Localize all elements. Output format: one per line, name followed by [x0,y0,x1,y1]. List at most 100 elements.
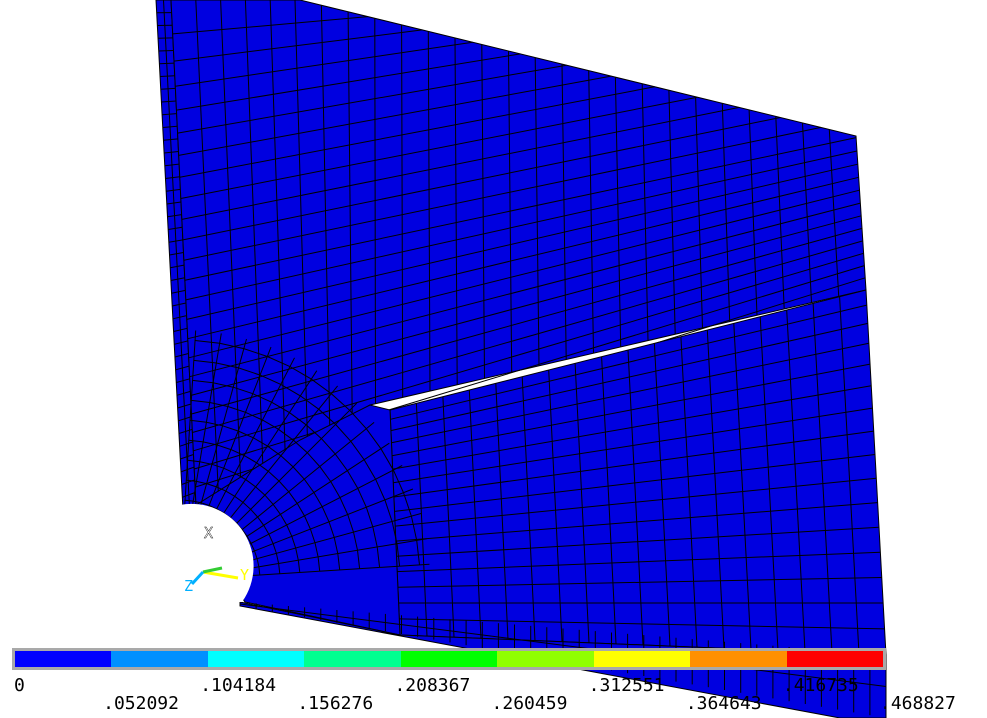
legend-tick-label-top: 0 [14,675,25,696]
left-thickness-line-v [164,163,180,167]
lower-plate-line-v [397,551,881,573]
upper-plate-line-row [194,265,865,470]
fillet-line-ring [187,459,301,573]
triad-y-axis-green [202,566,223,574]
lower-plate-line-v [390,304,867,420]
upper-plate-line-col [195,0,219,493]
upper-plate-line-col [775,116,785,310]
fillet-line-ring [189,419,341,571]
left-thickness-line-v [179,441,194,447]
upper-plate-line-row [189,202,861,378]
left-thickness-line-v [163,138,178,141]
upper-plate-line-row [172,16,368,35]
lower-plate-line-u [521,376,536,641]
lower-plate-line-u [733,323,752,650]
left-thickness-line-v [173,327,188,332]
upper-plate-line-col [614,77,622,347]
upper-plate-line-row [173,29,423,62]
upper-plate-line-row [190,215,862,396]
left-thickness-line-v [171,289,186,294]
lower-plate-line-v [395,502,878,542]
lower-plate-line-u [601,356,617,644]
legend-tick-label-top: .312551 [588,675,665,696]
upper-plate-line-col [802,122,812,303]
upper-plate-line-col [347,11,353,416]
legend-tick-label-top: .104184 [200,675,277,696]
left-thickness-line-v [180,454,194,460]
upper-plate-line-col [401,24,404,398]
upper-plate-line-col [828,129,840,297]
legend-tick-label-bottom: .364643 [685,693,762,714]
lower-plate-line-u [653,343,671,647]
left-thickness-line-v [178,416,192,422]
legend-color-swatch [786,651,883,667]
lower-plate-line-u [442,396,455,638]
upper-plate-line-row [187,176,859,340]
left-thickness-line-v [165,176,180,179]
left-thickness-line-v [168,239,183,243]
left-thickness-line-v [158,50,174,52]
lower-plate-line-u [415,403,428,637]
fillet-line-ring [193,359,401,567]
legend-color-swatch [15,651,112,667]
fillet-line-spoke [229,442,390,548]
upper-plate-line-col [668,90,676,335]
left-thickness-line-v [166,201,182,205]
upper-plate-line-row [182,117,781,241]
legend-color-swatch [111,651,208,667]
contour-legend-bar [12,648,886,670]
fillet-line-ring [192,379,381,568]
upper-plate-line-row [179,86,655,178]
lower-plate-line-v [393,407,873,484]
left-thickness-line-v [176,378,190,383]
left-thickness-line-v [162,125,178,128]
fillet-line-spoke [189,333,222,521]
legend-tick-label-top: .208367 [394,675,471,696]
lower-plate-line-u [548,369,563,642]
lower-plate-line-u [812,303,833,653]
upper-plate-line-col [508,50,513,373]
mesh-group [155,0,887,718]
lower-plate-line-v [395,477,877,527]
fillet-line-spoke [222,402,358,538]
upper-plate-line-row [181,106,740,220]
left-thickness-line-v [164,151,179,154]
upper-plate-line-col [427,31,431,392]
left-thickness-line-v [172,315,187,320]
upper-plate-line-col [641,83,649,341]
upper-plate-line-col [561,64,567,360]
upper-plate-line-col [294,0,308,441]
fillet-line-ring [186,479,281,574]
upper-plate-line-row [180,96,698,199]
upper-plate-line-col [320,5,331,429]
legend-tick-label-bottom: .260459 [491,693,568,714]
upper-plate-line-row [185,150,858,301]
lower-plate-line-v [394,454,876,512]
left-thickness-line-v [159,62,175,65]
lower-plate-line-u [468,389,482,639]
upper-plate-line-row [184,137,857,281]
lower-plate-line-v [399,618,885,630]
fillet-line-spoke [235,488,414,559]
left-thickness-line-v [160,75,175,77]
upper-plate-line-row [188,189,860,359]
upper-plate-line-col [481,44,485,379]
lower-plate-line-v [392,385,872,470]
left-thickness-line-v [162,113,177,116]
left-thickness-line-v [167,214,182,218]
left-thickness-line-v [170,277,185,281]
fillet-line-spoke [201,346,272,525]
upper-plate-line-row [192,240,863,433]
bottom-thickness-line-v [239,603,887,687]
left-thickness-line-v [178,428,193,434]
upper-plate-line-row [183,126,822,261]
fillet-line-ring [195,340,420,565]
fillet-line-spoke [239,538,427,571]
upper-plate-line-col [454,37,458,385]
left-thickness-line-v [176,390,191,396]
fillet-line-spoke [237,513,422,565]
legend-color-swatch [207,651,305,667]
triad-z-label: Z [184,577,193,595]
